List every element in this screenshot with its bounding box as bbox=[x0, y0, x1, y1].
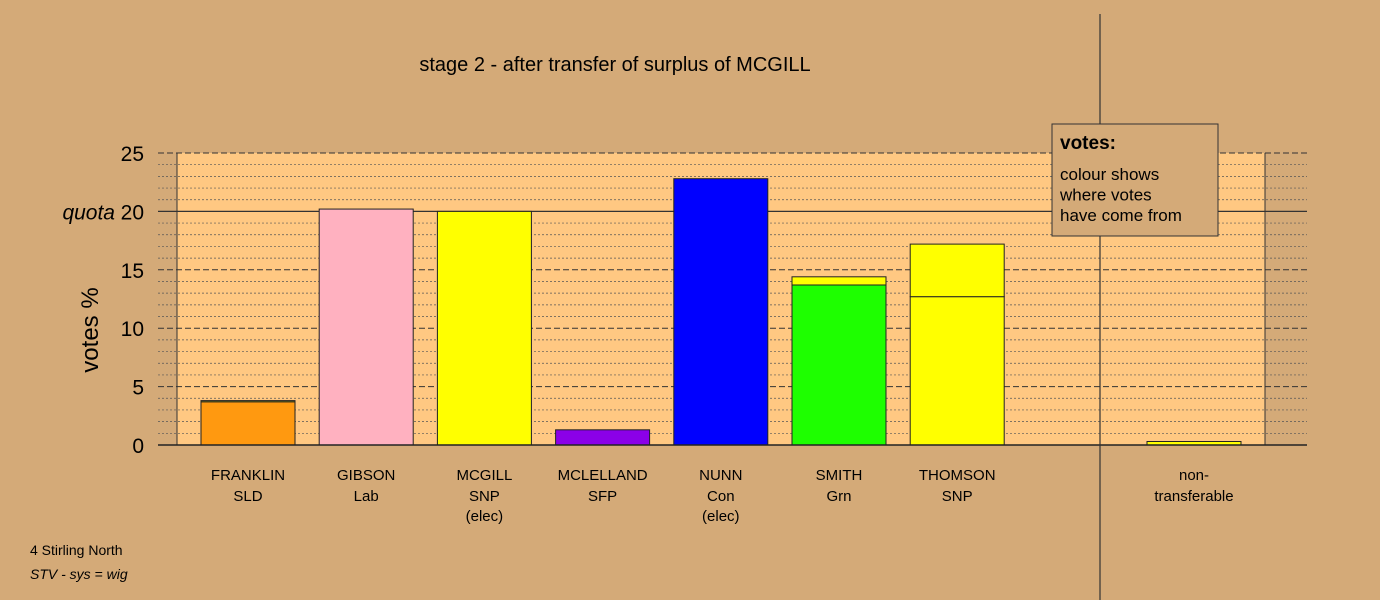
bar-segment-mcgill bbox=[436, 210, 532, 446]
y-tick-label: 10 bbox=[121, 318, 144, 341]
legend-line: colour shows bbox=[1060, 165, 1159, 184]
y-axis-label: votes % bbox=[77, 287, 104, 372]
x-label-party: SFP bbox=[588, 488, 617, 505]
y-tick-label: 0 bbox=[132, 435, 144, 458]
x-label-party: Con bbox=[707, 488, 735, 505]
bar-segment-gibson bbox=[318, 208, 414, 446]
x-label-party: SLD bbox=[233, 488, 262, 505]
x-label-name: FRANKLIN bbox=[211, 467, 285, 484]
bar-segment-thomson bbox=[909, 296, 1005, 446]
chart-title: stage 2 - after transfer of surplus of M… bbox=[419, 54, 810, 76]
x-label-name: GIBSON bbox=[337, 467, 395, 484]
bar-segment-franklin bbox=[200, 400, 296, 403]
x-label-name: SMITH bbox=[816, 467, 863, 484]
y-tick-label: 15 bbox=[121, 260, 144, 283]
x-label-name: MCGILL bbox=[456, 467, 512, 484]
x-label-name: NUNN bbox=[699, 467, 742, 484]
legend-box bbox=[1051, 123, 1219, 237]
x-label-party: Grn bbox=[826, 488, 851, 505]
x-label-party: Lab bbox=[354, 488, 379, 505]
x-label-status: (elec) bbox=[466, 508, 504, 525]
x-label-party: SNP bbox=[942, 488, 973, 505]
legend-title: votes: bbox=[1060, 133, 1116, 154]
x-label-party: SNP bbox=[469, 488, 500, 505]
bar-segment-franklin bbox=[200, 401, 296, 446]
x-label-nontransferable-1: non- bbox=[1179, 467, 1209, 484]
bar-segment-mclelland bbox=[555, 429, 651, 446]
legend-line: have come from bbox=[1060, 206, 1182, 225]
bar-segment-smith bbox=[791, 276, 887, 286]
constituency-label: 4 Stirling North bbox=[30, 542, 123, 558]
system-label: STV - sys = wig bbox=[30, 566, 128, 582]
x-label-name: MCLELLAND bbox=[558, 467, 648, 484]
x-label-nontransferable-2: transferable bbox=[1154, 488, 1233, 505]
x-label-name: THOMSON bbox=[919, 467, 996, 484]
legend-line: where votes bbox=[1059, 186, 1152, 205]
bar-segment-nunn bbox=[673, 178, 769, 446]
y-tick-label: 20 bbox=[121, 201, 144, 224]
bar-segment-smith bbox=[791, 284, 887, 446]
y-tick-label: 5 bbox=[132, 377, 144, 400]
y-tick-label: 25 bbox=[121, 143, 144, 166]
x-label-status: (elec) bbox=[702, 508, 740, 525]
bar-segment-thomson bbox=[909, 243, 1005, 298]
quota-label: quota bbox=[62, 201, 115, 224]
